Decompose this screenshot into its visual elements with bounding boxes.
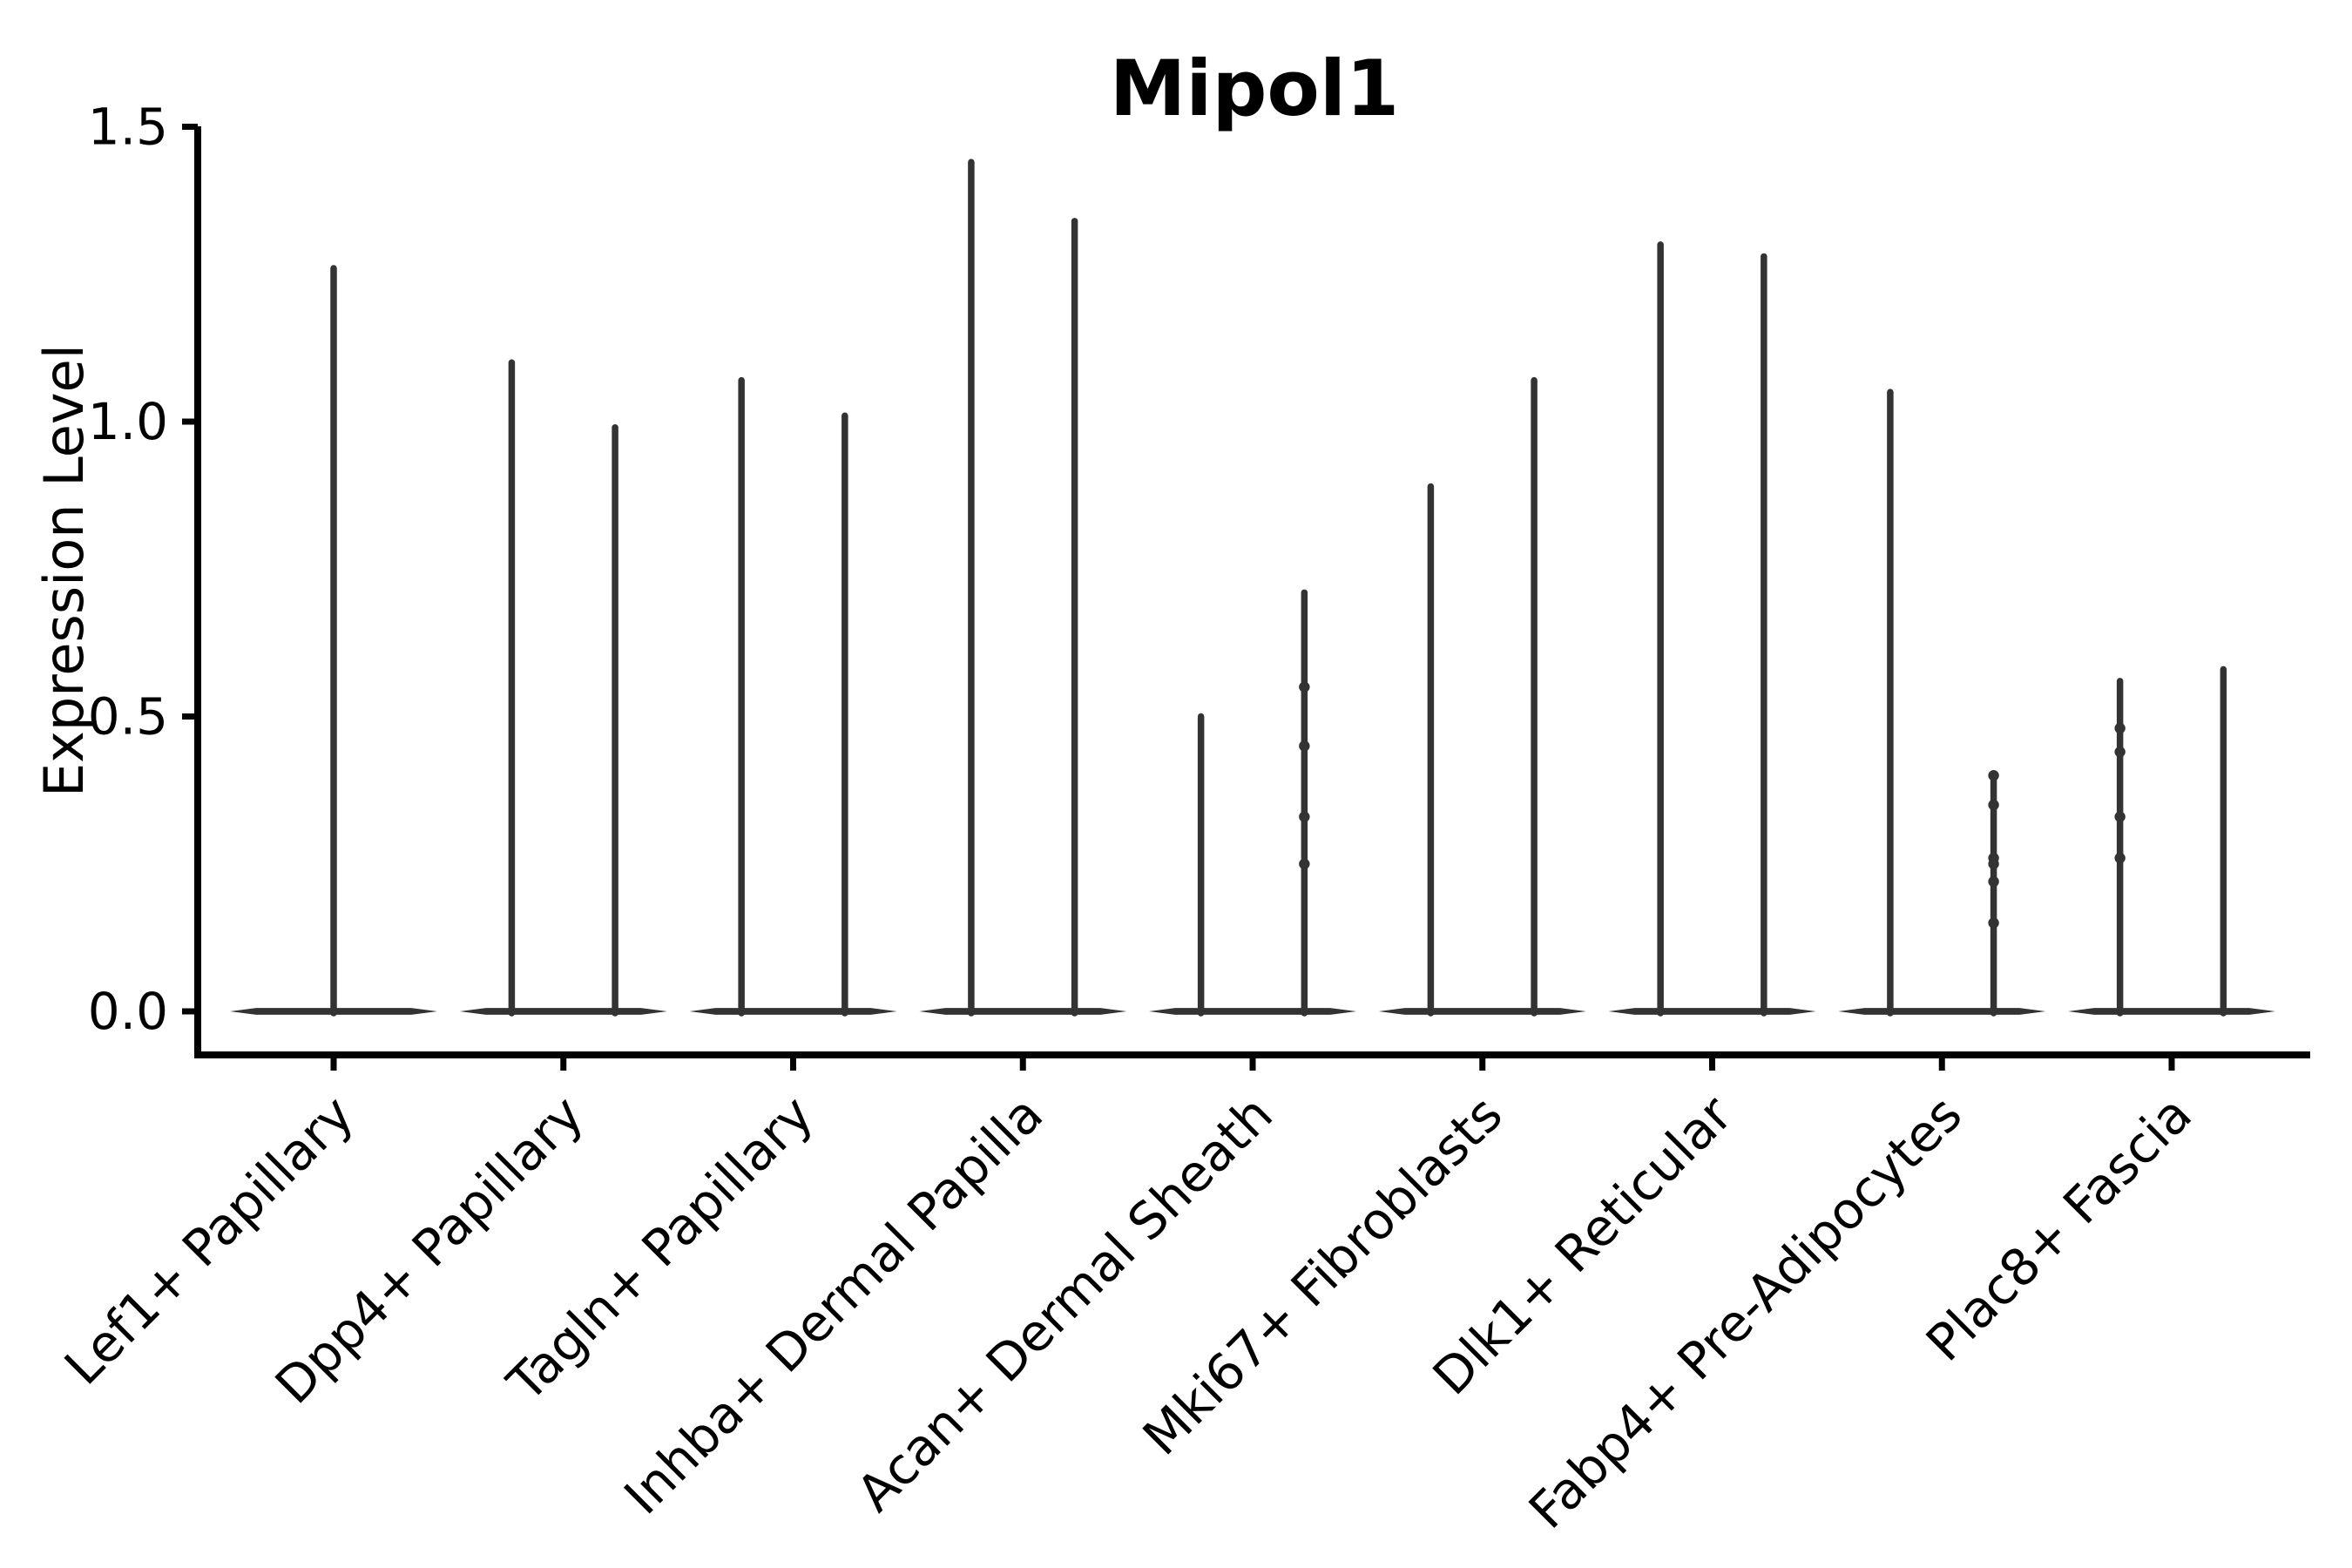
- y-tick-label: 0.0: [88, 982, 168, 1041]
- expression-point: [1299, 858, 1310, 869]
- violin-base: [459, 1008, 667, 1015]
- y-tick-label: 1.5: [88, 98, 168, 157]
- x-category-label: Inhba+ Dermal Papilla: [613, 1085, 1055, 1526]
- y-axis-label: Expression Level: [32, 344, 96, 797]
- x-category-label: Fabp4+ Pre-Adipocytes: [1517, 1085, 1973, 1540]
- expression-point: [1299, 740, 1310, 752]
- expression-point: [1988, 917, 1999, 929]
- expression-point: [2114, 746, 2126, 758]
- y-tick-label: 0.5: [88, 687, 168, 747]
- y-tick-label: 1.0: [88, 392, 168, 451]
- expression-point: [1299, 811, 1310, 822]
- x-category-label: Acan+ Dermal Sheath: [845, 1085, 1283, 1523]
- violin-base: [1608, 1008, 1816, 1015]
- violin-base: [1838, 1008, 2046, 1015]
- expression-point: [1988, 858, 1999, 869]
- expression-point: [2114, 811, 2126, 822]
- chart-title: Mipol1: [1110, 44, 1400, 133]
- violin-base: [689, 1008, 897, 1015]
- expression-point: [2114, 852, 2126, 864]
- expression-point: [1988, 770, 1999, 781]
- expression-point: [2114, 722, 2126, 734]
- violin-base: [919, 1008, 1127, 1015]
- violins-layer: [230, 159, 2275, 1017]
- violin-base: [1149, 1008, 1356, 1015]
- y-ticks-layer: 0.0 0.5 1.0 1.5: [88, 98, 198, 1041]
- expression-point: [1988, 799, 1999, 811]
- expression-point: [1299, 681, 1310, 693]
- violin-base: [2068, 1008, 2275, 1015]
- violin-base: [1378, 1008, 1586, 1015]
- expression-point: [1988, 875, 1999, 888]
